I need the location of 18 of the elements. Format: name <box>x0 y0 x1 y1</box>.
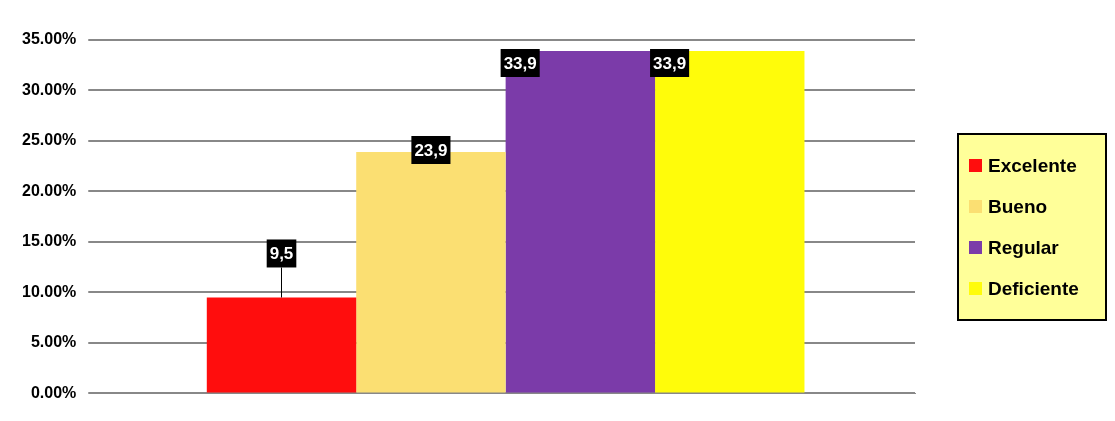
y-tick-label: 10.00% <box>22 282 77 300</box>
bar <box>655 51 805 393</box>
bar <box>206 297 357 393</box>
legend-label: Deficiente <box>988 277 1079 300</box>
y-tick-label: 35.00% <box>22 30 77 48</box>
y-tick-label: 20.00% <box>22 181 77 199</box>
data-label: 33,9 <box>503 53 537 73</box>
y-tick-label: 0.00% <box>30 383 77 401</box>
legend-label: Excelente <box>988 154 1077 177</box>
y-tick-label: 15.00% <box>22 232 77 250</box>
y-tick-label: 5.00% <box>30 333 77 351</box>
y-tick-label: 30.00% <box>22 80 77 98</box>
y-tick-label: 25.00% <box>22 131 77 149</box>
legend-label: Regular <box>988 236 1059 259</box>
data-label: 9,5 <box>269 244 294 264</box>
legend-label: Bueno <box>988 195 1048 218</box>
data-label: 23,9 <box>414 140 448 160</box>
data-label: 33,9 <box>653 53 687 73</box>
